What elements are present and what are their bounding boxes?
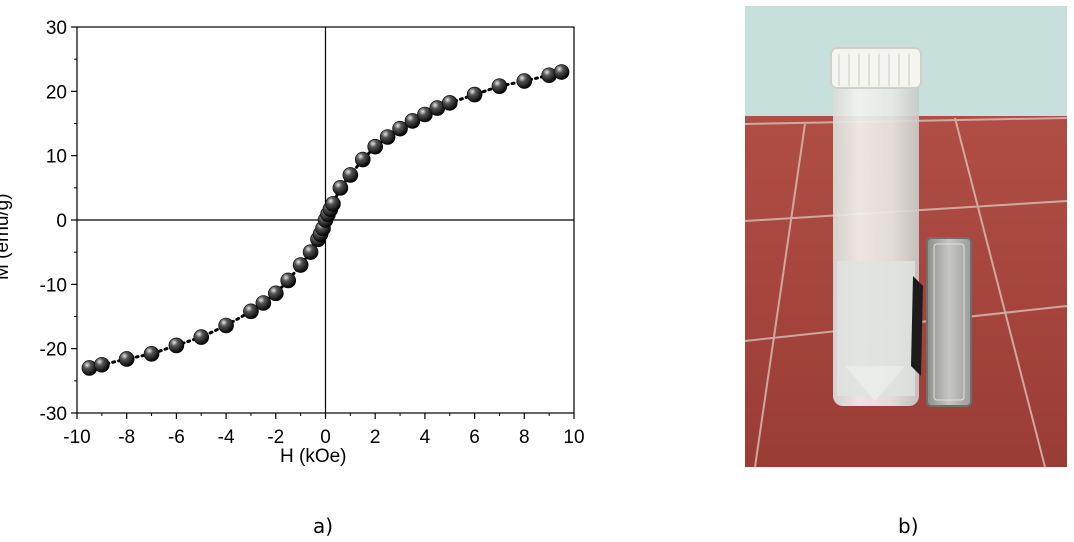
y-tick-label: -10 <box>40 275 67 296</box>
data-point <box>292 257 309 273</box>
y-tick-label: 30 <box>46 18 67 39</box>
caption-a: a) <box>313 514 334 538</box>
collected-particles <box>911 276 923 376</box>
x-tick-label: 6 <box>469 427 480 448</box>
magnet <box>926 237 972 407</box>
x-tick-label: -8 <box>118 427 135 448</box>
data-point <box>441 95 458 111</box>
vial-with-magnet-photo <box>745 6 1067 467</box>
caption-b: b) <box>898 514 919 538</box>
x-tick-label: -10 <box>63 427 90 448</box>
x-axis-label: H (kOe) <box>280 446 347 467</box>
data-point <box>491 78 508 94</box>
data-point <box>168 337 185 354</box>
data-point <box>379 129 396 145</box>
data-point <box>243 303 259 320</box>
data-point <box>332 180 349 196</box>
data-point <box>392 120 408 137</box>
data-point <box>267 285 284 302</box>
x-tick-label: 10 <box>563 427 584 448</box>
y-tick-label: 0 <box>56 211 67 232</box>
y-tick-label: -30 <box>40 404 67 425</box>
y-axis-label: M (emu/g) <box>0 193 13 280</box>
data-point <box>193 329 210 345</box>
data-point <box>280 272 297 289</box>
x-tick-label: -6 <box>168 427 185 448</box>
x-tick-label: 4 <box>420 427 431 448</box>
x-tick-label: 0 <box>320 427 331 448</box>
data-point <box>516 73 533 89</box>
series-points <box>81 64 570 376</box>
data-point <box>342 167 359 183</box>
x-tick-label: 8 <box>519 427 530 448</box>
data-point <box>94 356 110 373</box>
data-point <box>417 106 433 123</box>
data-point <box>143 346 160 362</box>
data-point <box>302 244 319 260</box>
x-tick-label: 2 <box>370 427 381 448</box>
data-point <box>218 317 234 334</box>
y-tick-label: 10 <box>46 147 67 168</box>
vial-cap <box>830 47 922 89</box>
vial <box>830 47 923 406</box>
x-tick-label: -2 <box>267 427 284 448</box>
y-tick-label: 20 <box>46 82 67 103</box>
data-point <box>404 113 421 129</box>
data-point <box>325 196 341 212</box>
y-tick-label: -20 <box>40 340 67 361</box>
data-point <box>553 64 570 80</box>
x-tick-label: -4 <box>218 427 235 448</box>
data-point <box>367 138 384 155</box>
data-point <box>118 351 135 367</box>
data-point <box>354 151 371 168</box>
data-point <box>255 295 272 311</box>
data-point <box>466 86 483 103</box>
